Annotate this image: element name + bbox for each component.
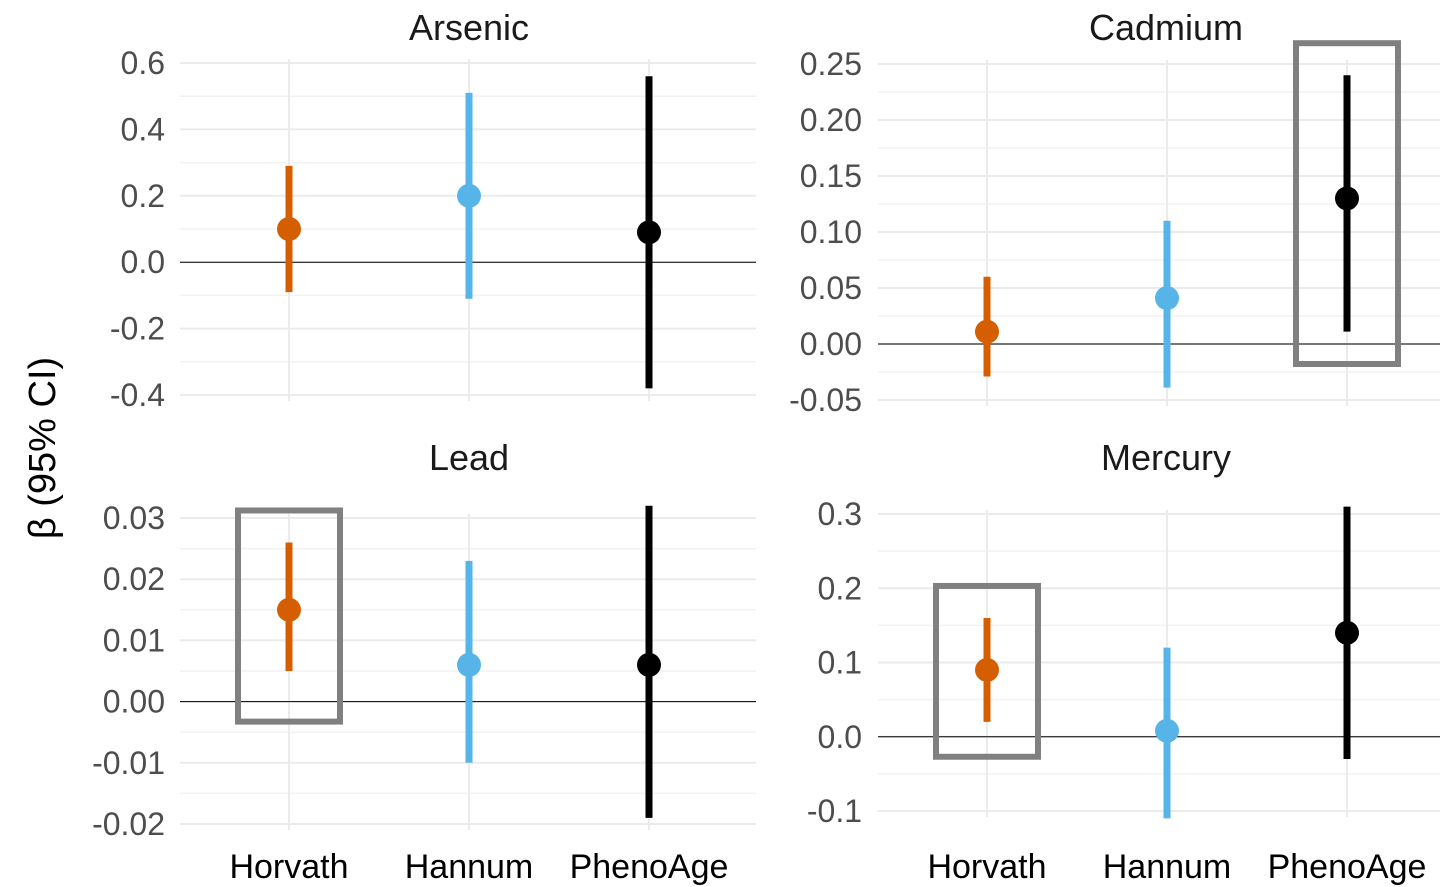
- y-tick-label: 0.03: [103, 500, 165, 536]
- y-tick-label: -0.1: [807, 793, 862, 829]
- point-estimate-phenoage: [637, 652, 661, 677]
- panel-cadmium: 0.25 0.20 0.15 0.10 0.05 0.00 -0.05 Cadmium: [789, 7, 1440, 418]
- panels: 0.60.40.20.0-0.2-0.4Arsenic0.250.200.150…: [92, 7, 1440, 886]
- highlight-box: [1293, 40, 1401, 367]
- y-tick-label: -0.2: [110, 311, 165, 347]
- panel-lead: 0.03 0.02 0.01 0.00 -0.01 -0.02 Lead Horvath Han…: [92, 437, 756, 886]
- point-estimate-hannum: [1155, 718, 1179, 743]
- panel-title: Lead: [429, 437, 509, 478]
- y-axis-label: β (95% CI): [22, 357, 64, 539]
- point-estimate-horvath: [975, 319, 999, 344]
- highlight-box: [933, 582, 1041, 760]
- point-estimate-phenoage: [1335, 186, 1359, 211]
- point-estimate-hannum: [457, 183, 481, 208]
- y-tick-label: 0.2: [818, 570, 862, 606]
- y-tick-label: 0.0: [121, 244, 165, 280]
- y-tick-label: -0.01: [92, 745, 165, 781]
- panel-title: Mercury: [1101, 437, 1231, 478]
- y-tick-label: 0.05: [800, 270, 862, 306]
- panel-title: Cadmium: [1089, 7, 1243, 48]
- y-tick-label: 0.10: [800, 214, 862, 250]
- point-estimate-phenoage: [1335, 620, 1359, 645]
- y-tick-label: 0.00: [103, 684, 165, 720]
- point-estimate-horvath: [277, 597, 301, 622]
- y-tick-label: 0.25: [800, 46, 862, 82]
- y-tick-label: 0.6: [121, 45, 165, 81]
- y-tick-label: 0.3: [818, 496, 862, 532]
- panel-mercury: 0.3 0.2 0.1 0.0 -0.1 Mercury Horvath Hannum Phen…: [807, 437, 1440, 886]
- point-estimate-phenoage: [637, 220, 661, 245]
- y-tick-label: 0.01: [103, 622, 165, 658]
- x-tick-label: PhenoAge: [1268, 848, 1427, 886]
- x-tick-label: Hannum: [1103, 848, 1232, 886]
- y-tick-label: 0.15: [800, 158, 862, 194]
- point-estimate-hannum: [457, 652, 481, 677]
- x-tick-label: Hannum: [405, 848, 534, 886]
- panel-arsenic: 0.6 0.4 0.2 0.0 -0.2 -0.4 Arsenic: [110, 7, 756, 413]
- point-estimate-horvath: [975, 657, 999, 682]
- x-tick-label: Horvath: [927, 848, 1046, 886]
- panel-title: Arsenic: [409, 7, 529, 48]
- y-tick-label: 0.02: [103, 561, 165, 597]
- y-tick-label: 0.0: [818, 719, 862, 755]
- y-tick-label: -0.4: [110, 377, 165, 413]
- y-tick-label: -0.02: [92, 806, 165, 842]
- y-tick-label: 0.4: [121, 111, 165, 147]
- x-tick-label: Horvath: [229, 848, 348, 886]
- y-tick-label: 0.20: [800, 102, 862, 138]
- x-tick-label: PhenoAge: [570, 848, 729, 886]
- highlight-box: [235, 507, 343, 725]
- y-tick-label: 0.2: [121, 178, 165, 214]
- y-tick-label: 0.1: [818, 645, 862, 681]
- y-tick-label: 0.00: [800, 326, 862, 362]
- y-tick-label: -0.05: [789, 382, 862, 418]
- point-estimate-hannum: [1155, 286, 1179, 311]
- point-estimate-horvath: [277, 217, 301, 241]
